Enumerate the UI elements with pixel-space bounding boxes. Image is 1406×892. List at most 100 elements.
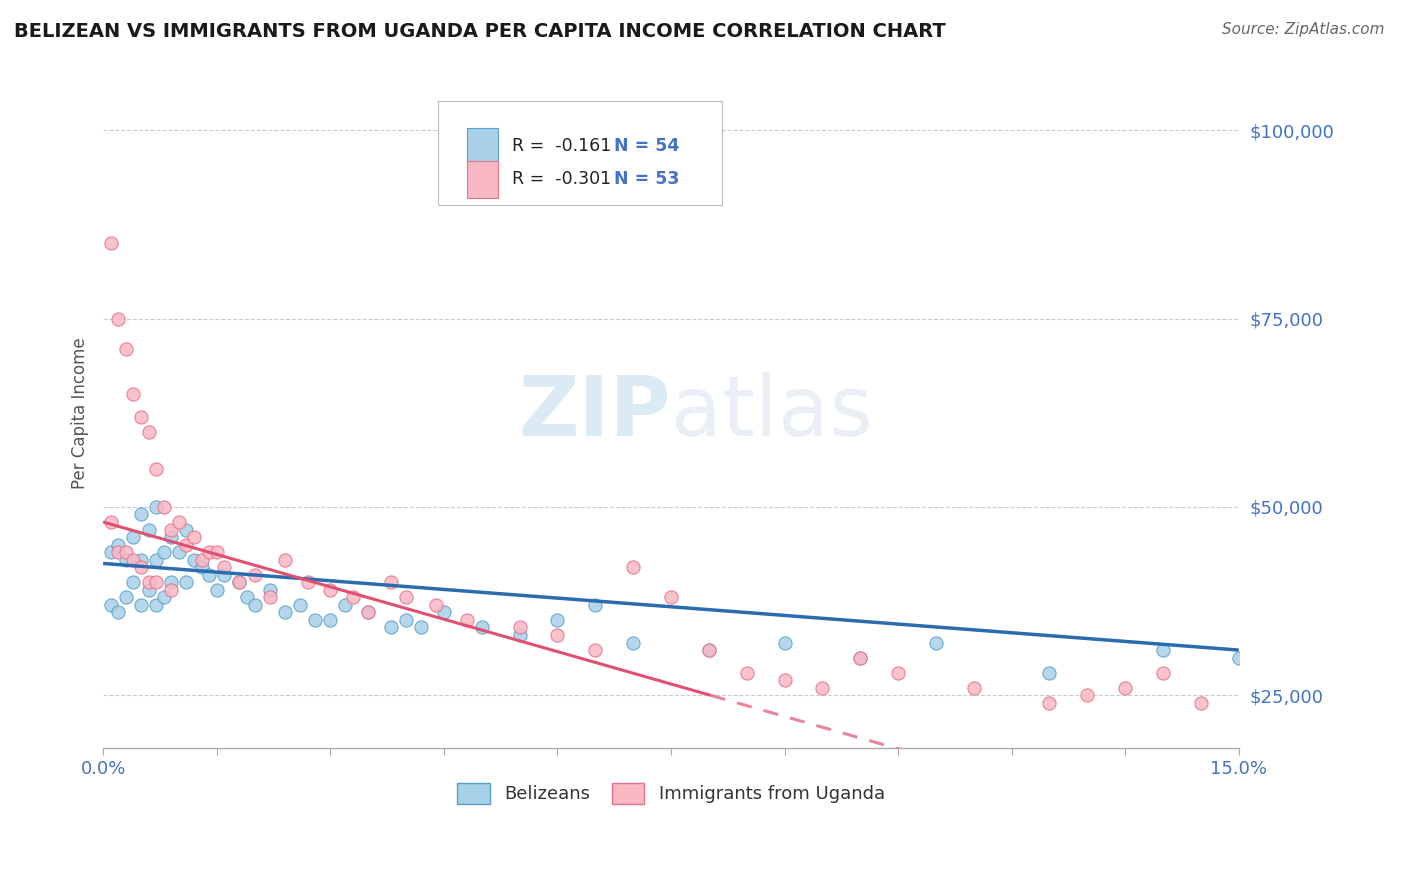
Text: Source: ZipAtlas.com: Source: ZipAtlas.com — [1222, 22, 1385, 37]
Point — [357, 606, 380, 620]
Point — [546, 613, 568, 627]
Point — [659, 591, 682, 605]
Point — [583, 643, 606, 657]
Point — [129, 409, 152, 424]
Point — [297, 575, 319, 590]
Point — [546, 628, 568, 642]
Point — [259, 591, 281, 605]
Point — [145, 462, 167, 476]
Point — [198, 545, 221, 559]
Point — [138, 523, 160, 537]
Point — [456, 613, 478, 627]
Point — [176, 575, 198, 590]
Point — [107, 311, 129, 326]
Point — [107, 545, 129, 559]
Point — [100, 236, 122, 251]
Point — [129, 508, 152, 522]
Text: R =  -0.161: R = -0.161 — [512, 137, 612, 155]
Point — [380, 620, 402, 634]
Point — [274, 606, 297, 620]
Point — [107, 606, 129, 620]
Point — [145, 552, 167, 566]
Point — [122, 530, 145, 544]
Point — [145, 598, 167, 612]
Point — [963, 681, 986, 695]
Point — [183, 552, 205, 566]
Point — [167, 545, 190, 559]
Point — [145, 500, 167, 514]
Point — [243, 598, 266, 612]
Point — [122, 552, 145, 566]
Point — [583, 598, 606, 612]
Point — [122, 575, 145, 590]
Point — [176, 523, 198, 537]
Point — [849, 650, 872, 665]
Point — [411, 620, 433, 634]
Point — [735, 665, 758, 680]
Point — [160, 530, 183, 544]
Point — [1038, 665, 1060, 680]
Point — [319, 582, 342, 597]
Point — [773, 635, 796, 649]
Point — [152, 591, 174, 605]
Point — [274, 552, 297, 566]
Point — [811, 681, 834, 695]
Point — [205, 582, 228, 597]
Point — [138, 582, 160, 597]
Point — [167, 515, 190, 529]
Point — [214, 560, 236, 574]
Point — [509, 620, 531, 634]
Point — [509, 628, 531, 642]
Point — [395, 613, 418, 627]
Point — [1227, 650, 1250, 665]
Point — [697, 643, 720, 657]
Point — [160, 582, 183, 597]
Point — [887, 665, 910, 680]
Point — [259, 582, 281, 597]
Point — [190, 552, 212, 566]
Text: BELIZEAN VS IMMIGRANTS FROM UGANDA PER CAPITA INCOME CORRELATION CHART: BELIZEAN VS IMMIGRANTS FROM UGANDA PER C… — [14, 22, 946, 41]
Point — [471, 620, 494, 634]
Point — [176, 538, 198, 552]
Point — [773, 673, 796, 688]
Point — [138, 575, 160, 590]
Point — [100, 545, 122, 559]
Point — [1189, 696, 1212, 710]
Point — [190, 560, 212, 574]
Point — [115, 342, 138, 356]
Point — [425, 598, 447, 612]
FancyBboxPatch shape — [467, 128, 498, 164]
Point — [205, 545, 228, 559]
FancyBboxPatch shape — [467, 161, 498, 197]
Point — [198, 567, 221, 582]
Point — [1076, 688, 1098, 702]
Legend: Belizeans, Immigrants from Uganda: Belizeans, Immigrants from Uganda — [449, 774, 894, 813]
Point — [160, 523, 183, 537]
Point — [183, 530, 205, 544]
Point — [228, 575, 250, 590]
Text: N = 53: N = 53 — [614, 170, 679, 188]
Point — [304, 613, 326, 627]
Point — [1152, 643, 1174, 657]
Point — [925, 635, 948, 649]
Point — [138, 425, 160, 439]
Point — [236, 591, 259, 605]
Point — [129, 598, 152, 612]
Point — [129, 552, 152, 566]
Point — [1114, 681, 1136, 695]
Point — [849, 650, 872, 665]
Text: atlas: atlas — [671, 372, 873, 453]
Point — [288, 598, 311, 612]
Point — [335, 598, 357, 612]
Point — [243, 567, 266, 582]
Point — [115, 552, 138, 566]
Point — [621, 635, 644, 649]
Point — [107, 538, 129, 552]
Y-axis label: Per Capita Income: Per Capita Income — [72, 337, 89, 489]
Point — [152, 545, 174, 559]
Text: R =  -0.301: R = -0.301 — [512, 170, 612, 188]
Point — [100, 598, 122, 612]
Point — [129, 560, 152, 574]
Point — [160, 575, 183, 590]
Point — [1152, 665, 1174, 680]
